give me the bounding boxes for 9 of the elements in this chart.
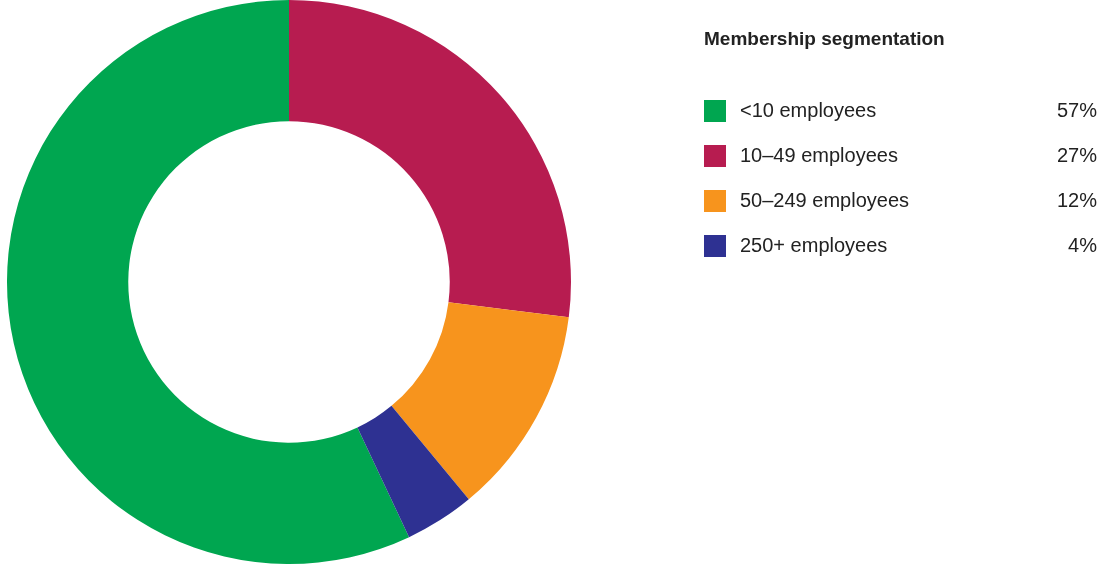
legend-label: 250+ employees xyxy=(740,234,889,257)
legend-label: 50–249 employees xyxy=(740,189,910,212)
data-label: 12% xyxy=(1056,189,1097,212)
legend-label: <10 employees xyxy=(740,99,878,122)
data-label: 27% xyxy=(1056,144,1097,167)
data-label: 4% xyxy=(1068,234,1097,257)
legend-label: 10–49 employees xyxy=(740,144,899,167)
data-label: 57% xyxy=(1056,99,1097,122)
legend-title: Membership segmentation xyxy=(704,28,946,50)
